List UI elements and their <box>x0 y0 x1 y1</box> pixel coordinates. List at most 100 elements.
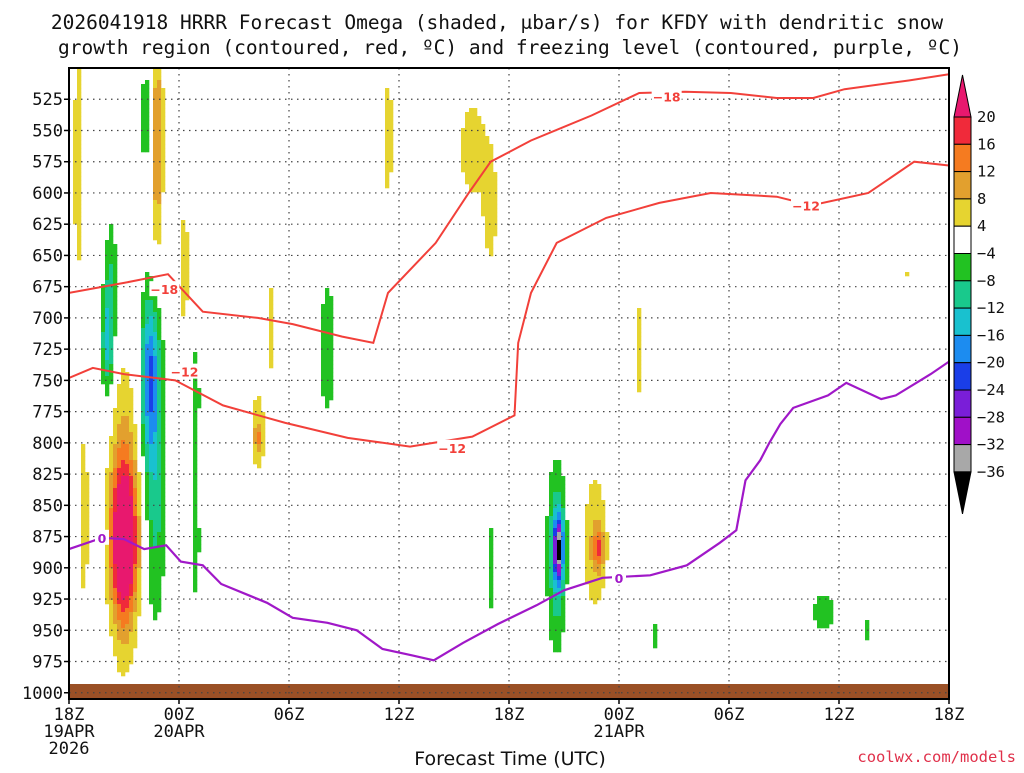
omega-cell <box>557 476 562 481</box>
omega-cell <box>161 428 166 433</box>
omega-cell <box>161 444 166 449</box>
omega-cell <box>153 356 158 361</box>
omega-cell <box>389 124 394 129</box>
omega-cell <box>121 504 126 509</box>
omega-cell <box>149 332 154 337</box>
colorbar-label: −36 <box>977 463 1005 481</box>
omega-cell <box>193 564 198 569</box>
omega-cell <box>161 340 166 345</box>
omega-cell <box>149 360 154 365</box>
omega-cell <box>157 560 162 565</box>
omega-cell <box>145 280 150 285</box>
omega-cell <box>145 492 150 497</box>
omega-cell <box>105 252 110 257</box>
omega-cell <box>489 224 494 229</box>
omega-cell <box>153 192 158 197</box>
omega-cell <box>133 448 138 453</box>
y-tick-label: 900 <box>32 559 63 579</box>
omega-cell <box>105 332 110 337</box>
omega-cell <box>489 244 494 249</box>
omega-cell <box>157 592 162 597</box>
omega-cell <box>385 144 390 149</box>
omega-cell <box>385 152 390 157</box>
x-tick-label: 00Z <box>164 705 195 725</box>
omega-cell <box>561 476 566 481</box>
omega-cell <box>141 120 146 125</box>
omega-cell <box>105 324 110 329</box>
omega-cell <box>125 600 130 605</box>
omega-cell <box>153 176 158 181</box>
omega-cell <box>117 388 122 393</box>
omega-cell <box>129 548 134 553</box>
omega-cell <box>137 536 142 541</box>
omega-cell <box>125 652 130 657</box>
omega-cell <box>137 584 142 589</box>
omega-cell <box>133 556 138 561</box>
omega-cell <box>549 508 554 513</box>
omega-cell <box>161 496 166 501</box>
omega-cell <box>137 508 142 513</box>
omega-cell <box>637 376 642 381</box>
omega-cell <box>133 444 138 449</box>
omega-cell <box>469 152 474 157</box>
omega-cell <box>321 392 326 397</box>
omega-cell <box>105 316 110 321</box>
omega-cell <box>117 516 122 521</box>
omega-cell <box>481 136 486 141</box>
omega-cell <box>141 96 146 101</box>
omega-cell <box>109 308 114 313</box>
omega-cell <box>553 540 558 545</box>
omega-cell <box>125 544 130 549</box>
omega-cell <box>129 640 134 645</box>
omega-cell <box>557 568 562 573</box>
omega-cell <box>129 584 134 589</box>
omega-cell <box>549 552 554 557</box>
omega-cell <box>161 388 166 393</box>
omega-cell <box>329 304 334 309</box>
omega-cell <box>77 224 82 229</box>
omega-cell <box>261 412 266 417</box>
omega-cell <box>109 524 114 529</box>
omega-cell <box>385 156 390 161</box>
omega-cell <box>489 144 494 149</box>
omega-cell <box>193 544 198 549</box>
omega-cell <box>489 228 494 233</box>
omega-cell <box>461 168 466 173</box>
omega-cell <box>325 296 330 301</box>
omega-cell <box>593 544 598 549</box>
omega-cell <box>473 156 478 161</box>
omega-cell <box>109 360 114 365</box>
omega-cell <box>553 504 558 509</box>
omega-cell <box>489 532 494 537</box>
omega-cell <box>113 552 118 557</box>
omega-cell <box>485 140 490 145</box>
omega-cell <box>469 156 474 161</box>
omega-cell <box>485 176 490 181</box>
omega-cell <box>117 428 122 433</box>
omega-cell <box>117 520 122 525</box>
omega-cell <box>161 368 166 373</box>
omega-cell <box>561 496 566 501</box>
omega-cell <box>637 340 642 345</box>
omega-cell <box>153 296 158 301</box>
omega-cell <box>129 556 134 561</box>
omega-cell <box>385 184 390 189</box>
omega-cell <box>141 416 146 421</box>
omega-cell <box>493 188 498 193</box>
omega-cell <box>557 496 562 501</box>
omega-cell <box>161 120 166 125</box>
omega-cell <box>113 436 118 441</box>
omega-cell <box>161 556 166 561</box>
omega-cell <box>81 584 86 589</box>
omega-cell <box>161 116 166 121</box>
omega-cell <box>477 172 482 177</box>
omega-cell <box>121 516 126 521</box>
omega-cell <box>125 484 130 489</box>
omega-cell <box>153 564 158 569</box>
omega-cell <box>145 272 150 277</box>
omega-cell <box>121 392 126 397</box>
omega-cell <box>157 340 162 345</box>
omega-cell <box>157 540 162 545</box>
omega-cell <box>157 124 162 129</box>
omega-cell <box>161 132 166 137</box>
